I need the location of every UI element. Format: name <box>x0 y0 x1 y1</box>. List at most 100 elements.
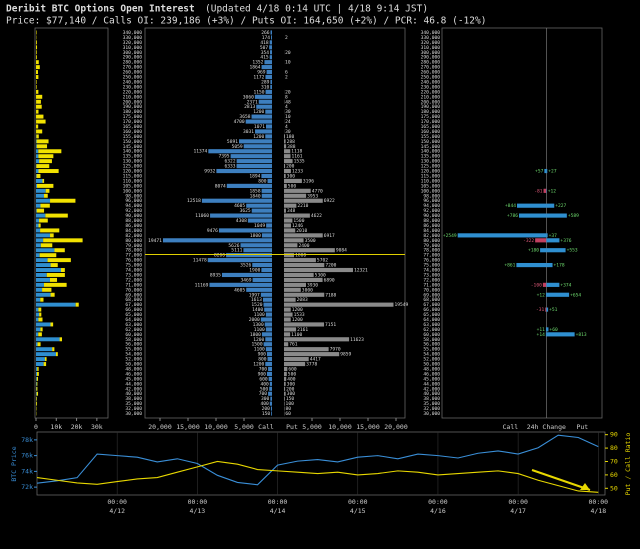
put-label: 48 <box>285 99 291 105</box>
total-call-bar <box>36 386 38 391</box>
total-put-bar <box>36 307 39 312</box>
call-label: 1800 <box>250 233 261 239</box>
put-bar <box>284 208 286 213</box>
call-change-bar <box>540 248 547 253</box>
put-label: 1500 <box>293 218 304 224</box>
total-call-bar <box>50 263 58 268</box>
put-label: 500 <box>288 183 297 189</box>
call-label: 700 <box>259 366 268 372</box>
y-tick-label: 76k <box>21 452 33 460</box>
put-change-label: +51 <box>549 307 558 313</box>
call-bar <box>265 134 272 139</box>
total-put-bar <box>36 287 43 292</box>
call-bar <box>267 178 272 184</box>
put-bar <box>284 154 291 159</box>
total-put-bar <box>36 277 50 282</box>
total-call-bar <box>38 317 43 322</box>
put-label: 1200 <box>292 317 303 323</box>
put-bar <box>284 332 291 337</box>
x-tick-label: 10,000 <box>204 423 228 431</box>
strike-label: 140,000 <box>123 149 143 155</box>
call-bar <box>269 40 272 45</box>
put-label: 5702 <box>317 258 328 264</box>
call-bar <box>218 228 272 233</box>
put-label: 30 <box>285 129 291 135</box>
put-change-label: +178 <box>554 263 565 269</box>
total-call-bar <box>43 282 67 287</box>
strike-label: 78,000 <box>125 248 142 254</box>
y-tick-label: 74k <box>21 467 33 475</box>
x-tick-label: 20,000 <box>148 423 172 431</box>
total-call-bar <box>36 84 37 89</box>
total-call-bar <box>50 322 54 327</box>
strike-label: 77,000 <box>423 253 440 259</box>
put-bar <box>284 188 311 193</box>
call-label: 1500 <box>252 342 263 348</box>
strike-label: 110,000 <box>421 178 441 184</box>
call-label: 900 <box>258 352 267 358</box>
total-call-bar <box>36 79 37 84</box>
put-change-bar <box>546 327 549 332</box>
put-label: 4417 <box>310 357 321 363</box>
strike-label: 160,000 <box>123 129 143 135</box>
call-label: 4605 <box>234 203 245 209</box>
put-bar <box>284 159 293 164</box>
change-title: 24h Change <box>527 423 566 431</box>
call-label: 1864 <box>249 65 260 71</box>
call-change-bar <box>516 203 547 208</box>
put-label: 24 <box>285 119 291 125</box>
put-label: 2210 <box>297 203 308 209</box>
call-bar <box>226 253 272 258</box>
strike-label: 90,000 <box>125 213 142 219</box>
x-tick-label: 5,000 <box>302 423 322 431</box>
put-bar <box>284 366 288 372</box>
strike-label: 320,000 <box>421 40 441 46</box>
total-call-bar <box>36 50 37 55</box>
call-bar <box>268 366 272 372</box>
strike-label: 94,000 <box>125 203 142 209</box>
put-bar <box>284 327 297 332</box>
strike-label: 165,000 <box>421 124 441 130</box>
total-put-bar <box>36 337 60 342</box>
strike-label: 77,000 <box>125 253 142 259</box>
call-change-label: +180 <box>528 248 539 254</box>
call-label: 1071 <box>254 124 265 130</box>
put-label: 3000 <box>302 287 313 293</box>
strike-label: 65,000 <box>423 312 440 318</box>
put-label: 2 <box>285 35 288 41</box>
total-put-bar <box>36 312 40 317</box>
total-call-bar <box>36 45 38 50</box>
total-put-bar <box>36 371 38 376</box>
strike-label: 68,000 <box>125 297 142 303</box>
call-bar <box>208 149 272 154</box>
strike-label: 200,000 <box>421 99 441 105</box>
call-bar <box>266 69 272 75</box>
strike-label: 125,000 <box>421 164 441 170</box>
call-bar <box>239 139 272 144</box>
call-label: 1613 <box>251 297 262 303</box>
total-call-bar <box>36 144 48 149</box>
strike-label: 56,000 <box>125 342 142 348</box>
call-label: 19471 <box>148 238 162 244</box>
strike-label: 40,000 <box>423 391 440 397</box>
strike-label: 250,000 <box>421 75 441 81</box>
put-bar <box>284 253 295 258</box>
put-change-label: +374 <box>560 282 571 288</box>
total-put-bar <box>36 203 41 208</box>
call-label: 7395 <box>219 154 230 160</box>
strike-label: 62,000 <box>125 327 142 333</box>
call-label: 8935 <box>210 272 221 278</box>
strike-label: 175,000 <box>421 114 441 120</box>
strike-label: 55,000 <box>125 347 142 353</box>
put-bar <box>284 218 293 223</box>
strike-label: 72,000 <box>125 277 142 283</box>
total-call-bar <box>45 213 68 218</box>
oi-frame <box>144 27 406 419</box>
strike-label: 45,000 <box>423 376 440 382</box>
total-call-bar <box>38 169 59 174</box>
call-bar <box>265 327 272 332</box>
total-put-bar <box>36 213 46 218</box>
call-bar <box>269 386 272 391</box>
total-call-bar <box>42 287 52 292</box>
